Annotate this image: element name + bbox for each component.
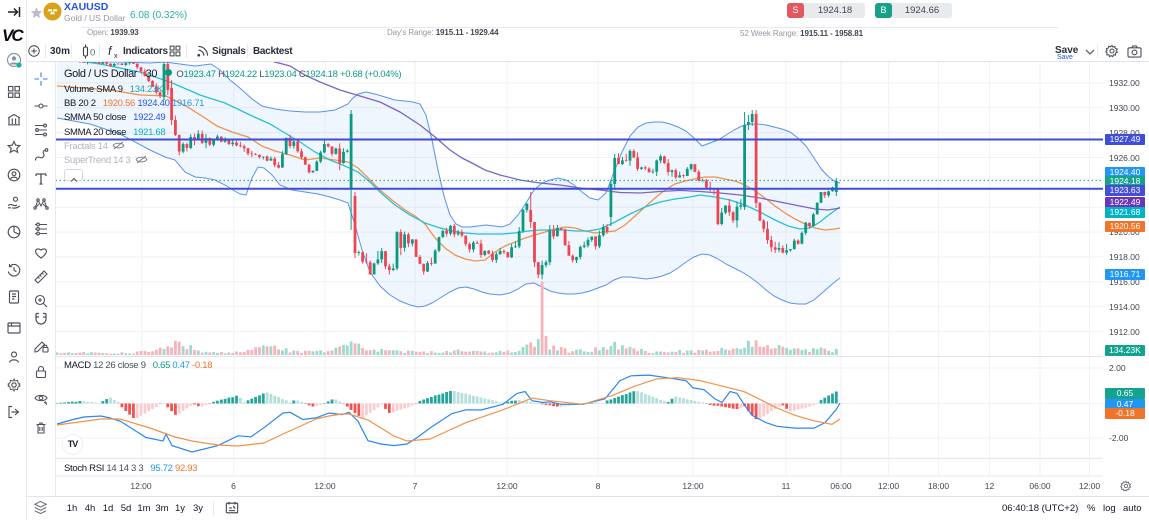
svg-text:0: 0 — [90, 48, 95, 59]
svg-text:f: f — [108, 44, 113, 58]
svg-text:x: x — [114, 53, 118, 59]
